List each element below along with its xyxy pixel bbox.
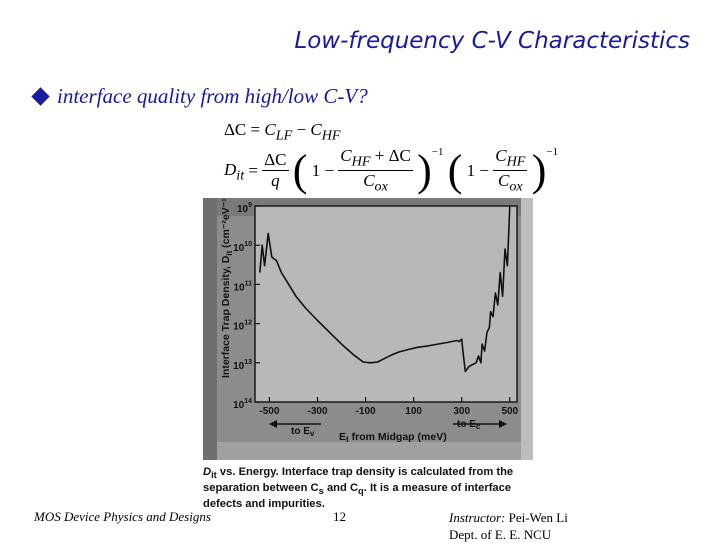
y-tick-label: 1012 <box>233 320 252 333</box>
svg-text:to Ec: to Ec <box>457 419 481 431</box>
eq1-sub-hf: HF <box>321 127 341 144</box>
eq2-d-sub: it <box>236 167 245 184</box>
y-tick-label: 1013 <box>233 359 252 372</box>
eq2-f2-den-sub: ox <box>374 178 388 195</box>
x-tick-label: -300 <box>307 406 327 417</box>
eq2-exp-2: −1 <box>546 146 559 158</box>
eq2-one-b: 1 <box>466 160 476 180</box>
eq1-c-hf: C <box>310 120 322 139</box>
department: Dept. of E. E. NCU <box>449 527 552 542</box>
y-tick-label: 109 <box>237 202 252 215</box>
eq2-paren-open-1: ( <box>292 145 308 195</box>
eq2-one-a: 1 <box>311 160 321 180</box>
y-axis-label: Interface Trap Density, Dit (cm⁻²eV⁻¹) <box>220 198 234 378</box>
eq2-paren-open-2: ( <box>447 145 463 195</box>
x-tick-label: 300 <box>453 406 470 417</box>
dit-curve <box>259 205 511 373</box>
x-tick-label: 500 <box>501 406 518 417</box>
y-tick-label: 1014 <box>233 398 252 411</box>
y-tick-label: 1010 <box>233 241 252 254</box>
eq2-f1-den: q <box>271 171 280 191</box>
arrow-to-ev: to Ev <box>269 420 321 438</box>
instructor-name: Pei-Wen Li <box>505 510 568 525</box>
plot-area <box>254 205 518 403</box>
eq2-f1-num: ΔC <box>262 150 289 172</box>
bullet-text: interface quality from high/low C-V? <box>57 84 368 108</box>
dit-chart: Interface Trap Density, Dit (cm⁻²eV⁻¹) 1… <box>203 195 533 460</box>
eq2-f3-den-sub: ox <box>509 178 523 195</box>
arrow-to-ec: to Ec <box>453 419 507 431</box>
x-ticks: -500 -300 -100 100 300 500 <box>259 397 519 417</box>
y-ticks: 1014 1013 1012 1011 1010 109 <box>233 202 260 411</box>
eq2-d: D <box>224 159 237 179</box>
eq1-sub-lf: LF <box>275 127 293 144</box>
eq1-equals: = <box>250 120 261 139</box>
eq2-f3-sub: HF <box>506 153 526 170</box>
x-tick-label: -100 <box>356 406 376 417</box>
eq2-f2-rest: + ΔC <box>370 146 411 165</box>
eq2-exp-1: −1 <box>431 146 444 158</box>
eq1-minus: − <box>296 120 307 139</box>
equation-dit: Dit = ΔC q ( 1 − CHF + ΔC Cox )−1 ( 1 − … <box>224 146 558 196</box>
svg-text:to Ev: to Ev <box>291 426 315 438</box>
y-tick-label: 1011 <box>233 280 252 293</box>
scan-band-bottom <box>203 442 533 460</box>
equation-delta-c: ΔC = CLF − CHF <box>224 120 341 144</box>
eq2-f3-c: C <box>495 146 507 165</box>
slide-title: Low-frequency C-V Characteristics <box>294 28 690 54</box>
x-tick-label: 100 <box>405 406 422 417</box>
eq2-f3-den: C <box>497 171 510 191</box>
scan-band-left <box>203 198 217 460</box>
eq1-lhs: ΔC <box>224 120 247 139</box>
eq2-fraction-2: CHF + ΔC Cox <box>338 146 413 196</box>
eq2-f2-sub: HF <box>351 153 371 170</box>
dit-figure: Interface Trap Density, Dit (cm⁻²eV⁻¹) 1… <box>203 195 533 460</box>
footer-page-number: 12 <box>333 509 346 524</box>
eq2-minus-b: − <box>479 160 489 180</box>
bullet-point: interface quality from high/low C-V? <box>31 84 368 109</box>
eq2-f2-c: C <box>340 146 352 165</box>
instructor-label: Instructor: <box>449 510 506 525</box>
x-axis-label: Et from Midgap (meV) <box>339 431 447 444</box>
scan-band-right <box>521 198 533 460</box>
eq2-fraction-3: CHF Cox <box>493 146 528 196</box>
diamond-bullet-icon <box>31 87 50 106</box>
footer-instructor: Instructor: Pei-Wen Li Dept. of E. E. NC… <box>449 509 568 543</box>
footer-course: MOS Device Physics and Designs <box>34 509 211 524</box>
eq1-c-lf: C <box>264 120 276 139</box>
eq2-f2-den: C <box>363 171 375 191</box>
eq2-paren-close-2: ) <box>531 145 547 195</box>
eq2-fraction-1: ΔC q <box>262 150 289 191</box>
eq2-paren-close-1: ) <box>417 145 432 195</box>
eq2-equals: = <box>248 160 258 180</box>
x-tick-label: -500 <box>259 406 279 417</box>
eq2-minus-a: − <box>324 160 335 180</box>
figure-caption: Dit vs. Energy. Interface trap density i… <box>203 466 514 511</box>
